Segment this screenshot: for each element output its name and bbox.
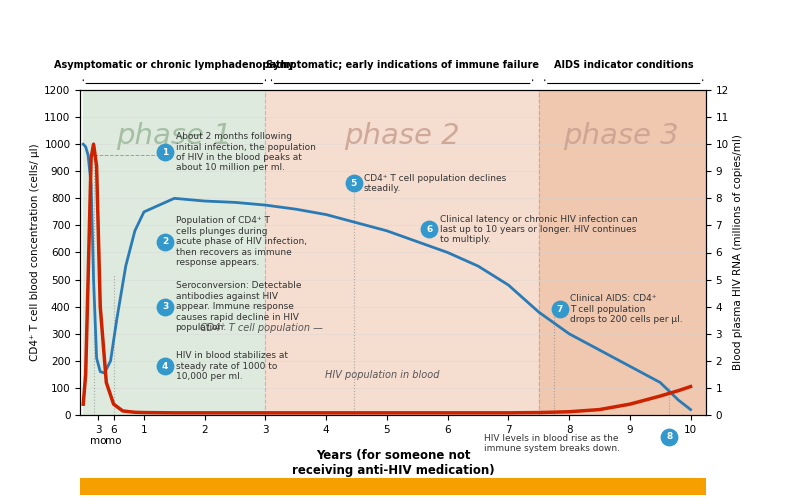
Text: Clinical AIDS: CD4⁺
T cell population
drops to 200 cells per μl.: Clinical AIDS: CD4⁺ T cell population dr… (570, 294, 683, 324)
Text: CD4⁺ T cell population —: CD4⁺ T cell population — (200, 324, 323, 334)
Point (663, 432, 676, 440)
Text: HIV in blood stabilizes at
steady rate of 1000 to
10,000 per ml.: HIV in blood stabilizes at steady rate o… (176, 352, 288, 381)
Text: 4: 4 (162, 362, 168, 370)
Bar (83, 90, 265, 415)
Text: phase 3: phase 3 (563, 122, 678, 150)
Point (347, 180, 360, 188)
Text: 2: 2 (162, 237, 168, 246)
Text: 8: 8 (666, 432, 672, 441)
Y-axis label: Blood plasma HIV RNA (millions of copies/ml): Blood plasma HIV RNA (millions of copies… (733, 134, 743, 370)
Text: 3: 3 (162, 302, 168, 311)
Text: 7: 7 (557, 305, 563, 314)
Text: Clinical latency or chronic HIV infection can
last up to 10 years or longer. HIV: Clinical latency or chronic HIV infectio… (439, 214, 638, 244)
Text: 5: 5 (350, 179, 357, 188)
Text: HIV levels in blood rise as the
immune system breaks down.: HIV levels in blood rise as the immune s… (484, 434, 620, 453)
Point (159, 148, 172, 156)
Text: Population of CD4⁺ T
cells plunges during
acute phase of HIV infection,
then rec: Population of CD4⁺ T cells plunges durin… (176, 216, 306, 267)
Text: 1: 1 (162, 148, 168, 157)
Text: About 2 months following
initial infection, the population
of HIV in the blood p: About 2 months following initial infecti… (176, 132, 315, 172)
Y-axis label: CD4⁺ T cell blood concentration (cells/ μl): CD4⁺ T cell blood concentration (cells/ … (30, 144, 40, 362)
Bar (265, 90, 539, 415)
Point (423, 226, 435, 234)
X-axis label: Years (for someone not
receiving anti-HIV medication): Years (for someone not receiving anti-HI… (292, 449, 494, 477)
Text: CD4⁺ T cell population declines
steadily.: CD4⁺ T cell population declines steadily… (364, 174, 506, 193)
Text: 6: 6 (427, 225, 432, 234)
Point (159, 362, 172, 370)
Text: Asymptomatic or chronic lymphadenopathy: Asymptomatic or chronic lymphadenopathy (55, 60, 294, 70)
Text: Symptomatic; early indications of immune failure: Symptomatic; early indications of immune… (265, 60, 539, 70)
Text: phase 2: phase 2 (344, 122, 460, 150)
Text: Seroconversion: Detectable
antibodies against HIV
appear. Immune response
causes: Seroconversion: Detectable antibodies ag… (176, 282, 301, 332)
Point (159, 302, 172, 310)
Point (553, 306, 566, 314)
Point (159, 238, 172, 246)
Text: AIDS indicator conditions: AIDS indicator conditions (554, 60, 694, 70)
Text: HIV population in blood: HIV population in blood (325, 370, 439, 380)
Bar (539, 90, 706, 415)
Text: phase 1: phase 1 (116, 122, 232, 150)
